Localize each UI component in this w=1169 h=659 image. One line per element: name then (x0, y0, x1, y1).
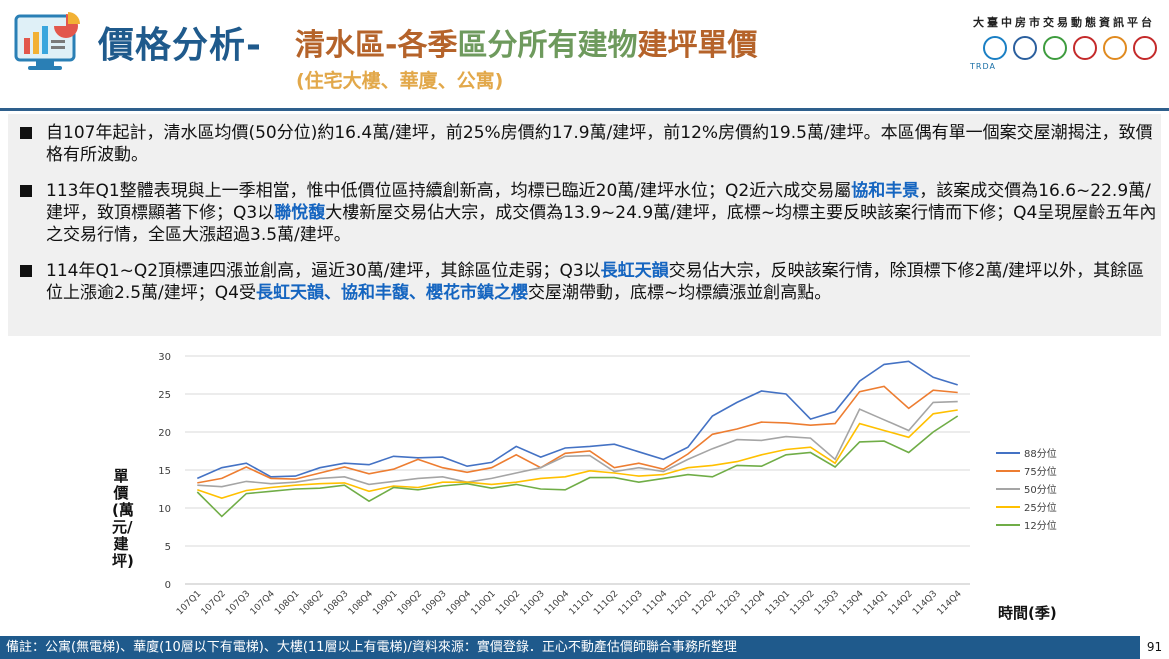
x-tick-label: 109Q3 (420, 589, 448, 617)
x-tick-label: 112Q3 (715, 589, 743, 617)
series-line (196, 360, 958, 480)
legend-label: 12分位 (1024, 519, 1057, 532)
y-tick-label: 25 (158, 390, 171, 401)
x-tick-label: 112Q1 (666, 589, 694, 617)
price-line-chart: 051015202530107Q1107Q2107Q3107Q4108Q1108… (158, 352, 1057, 617)
analytics-monitor-icon (14, 12, 80, 70)
x-tick-label: 108Q2 (298, 589, 326, 617)
x-tick-label: 111Q3 (617, 589, 645, 617)
x-tick-label: 107Q1 (175, 589, 203, 617)
y-tick-label: 30 (158, 352, 171, 363)
bullet-item: 114年Q1~Q2頂標連四漲並創高，逼近30萬/建坪，其餘區位走弱；Q3以長虹天… (20, 260, 1161, 304)
bullet-text-segment: ，該案成交價為16.6~22.9萬/建坪，致頂標顯著下修；Q3以 (46, 181, 1151, 223)
x-tick-label: 108Q4 (347, 589, 375, 617)
x-tick-label: 113Q2 (788, 589, 816, 617)
x-tick-label: 110Q3 (519, 589, 547, 617)
x-tick-label: 111Q2 (592, 589, 620, 617)
x-tick-label: 107Q4 (249, 589, 277, 617)
footer-note: 備註：公寓(無電梯)、華廈(10層以下有電梯)、大樓(11層以上有電梯)/資料來… (0, 636, 1140, 659)
bullet-text-segment: 大樓新屋交易佔大宗，成交價為13.9~24.9萬/建坪，底標~均標主要反映該案行… (46, 203, 1157, 245)
x-tick-label: 108Q1 (273, 589, 301, 617)
building-logo-icon (1013, 36, 1037, 60)
x-tick-label: 110Q1 (469, 589, 497, 617)
page-number: 91 (1146, 640, 1163, 654)
bullet-item: 113年Q1整體表現與上一季相當，惟中低價位區持續創新高，均標已臨近20萬/建坪… (20, 180, 1161, 246)
trda-logo-icon (983, 36, 1007, 60)
x-tick-label: 112Q4 (739, 589, 767, 617)
x-tick-label: 114Q4 (936, 589, 964, 617)
highlighted-project-name: 長虹天韻、協和丰馥、櫻花市鎮之櫻 (255, 283, 528, 303)
series-line (197, 385, 958, 484)
x-tick-label: 109Q2 (396, 589, 424, 617)
header-divider (0, 108, 1169, 111)
y-tick-label: 15 (158, 466, 171, 477)
partner-logos (983, 36, 1157, 60)
series-line (197, 409, 958, 499)
association-logo-icon (1043, 36, 1067, 60)
bullet-text-segment: 自107年起計，清水區均價(50分位)約16.4萬/建坪，前25%房價約17.9… (46, 123, 1153, 165)
x-tick-label: 109Q4 (445, 589, 473, 617)
x-tick-label: 110Q2 (494, 589, 522, 617)
legend-label: 25分位 (1024, 501, 1057, 514)
x-tick-label: 107Q2 (200, 589, 228, 617)
x-tick-label: 113Q1 (764, 589, 792, 617)
bullet-text: 113年Q1整體表現與上一季相當，惟中低價位區持續創新高，均標已臨近20萬/建坪… (20, 180, 1161, 246)
legend-label: 88分位 (1024, 447, 1057, 460)
subtitle-part-price: 建坪單價 (637, 28, 758, 63)
series-line (196, 415, 959, 518)
x-tick-label: 112Q2 (690, 589, 718, 617)
title-note: (住宅大樓、華廈、公寓) (296, 70, 504, 92)
bullet-square-icon (20, 265, 32, 277)
seal-logo-icon (1073, 36, 1097, 60)
page-subtitle: 清水區-各季區分所有建物建坪單價 (295, 20, 757, 64)
x-tick-label: 111Q1 (568, 589, 596, 617)
x-tick-label: 113Q3 (813, 589, 841, 617)
y-axis-label: 單價(萬元/建坪) (112, 467, 134, 570)
subtitle-part-district: 清水區-各季 (295, 28, 458, 63)
bullet-item: 自107年起計，清水區均價(50分位)約16.4萬/建坪，前25%房價約17.9… (20, 122, 1161, 166)
bullet-square-icon (20, 127, 32, 139)
bullet-square-icon (20, 185, 32, 197)
x-tick-label: 110Q4 (543, 589, 571, 617)
bullet-text: 114年Q1~Q2頂標連四漲並創高，逼近30萬/建坪，其餘區位走弱；Q3以長虹天… (20, 260, 1161, 304)
diamond-logo-icon (1103, 36, 1127, 60)
bullet-text-segment: 交易佔大宗，反映該案行情，除頂標下修2萬/建坪以外，其餘區位上漲逾2.5萬/建坪… (46, 261, 1145, 303)
x-tick-label: 113Q4 (837, 589, 865, 617)
highlighted-project-name: 長虹天韻 (600, 261, 669, 281)
highlighted-project-name: 協和丰景 (851, 181, 920, 201)
highlighted-project-name: 聯悅馥 (274, 203, 326, 223)
x-tick-label: 114Q2 (887, 589, 915, 617)
legend-label: 50分位 (1024, 483, 1057, 496)
x-axis-label: 時間(季) (998, 604, 1057, 622)
x-tick-label: 114Q3 (911, 589, 939, 617)
bullet-text-segment: 交屋潮帶動，底標~均標續漲並創高點。 (527, 283, 832, 303)
y-tick-label: 20 (158, 428, 171, 439)
ctreaa-logo-icon (1133, 36, 1157, 60)
x-tick-label: 111Q4 (641, 589, 669, 617)
y-tick-label: 10 (158, 504, 171, 515)
header: 價格分析- 清水區-各季區分所有建物建坪單價 (住宅大樓、華廈、公寓) 大臺中房… (0, 0, 1169, 110)
summary-bullets: 自107年起計，清水區均價(50分位)約16.4萬/建坪，前25%房價約17.9… (8, 114, 1161, 336)
bullet-text-segment: 114年Q1~Q2頂標連四漲並創高，逼近30萬/建坪，其餘區位走弱；Q3以 (46, 261, 601, 281)
x-tick-label: 114Q1 (862, 589, 890, 617)
bullet-text: 自107年起計，清水區均價(50分位)約16.4萬/建坪，前25%房價約17.9… (20, 122, 1161, 166)
page-title: 價格分析- (98, 25, 262, 66)
y-tick-label: 5 (165, 542, 171, 553)
bullet-text-segment: 113年Q1整體表現與上一季相當，惟中低價位區持續創新高，均標已臨近20萬/建坪… (46, 181, 852, 201)
logo-caption: TRDA (970, 62, 996, 71)
series-line (197, 400, 958, 488)
x-tick-label: 107Q3 (224, 589, 252, 617)
platform-name: 大臺中房市交易動態資訊平台 (973, 16, 1155, 29)
legend-label: 75分位 (1024, 465, 1057, 478)
subtitle-part-building: 區分所有建物 (457, 28, 638, 63)
x-tick-label: 109Q1 (371, 589, 399, 617)
x-tick-label: 108Q3 (322, 589, 350, 617)
y-tick-label: 0 (165, 580, 171, 591)
